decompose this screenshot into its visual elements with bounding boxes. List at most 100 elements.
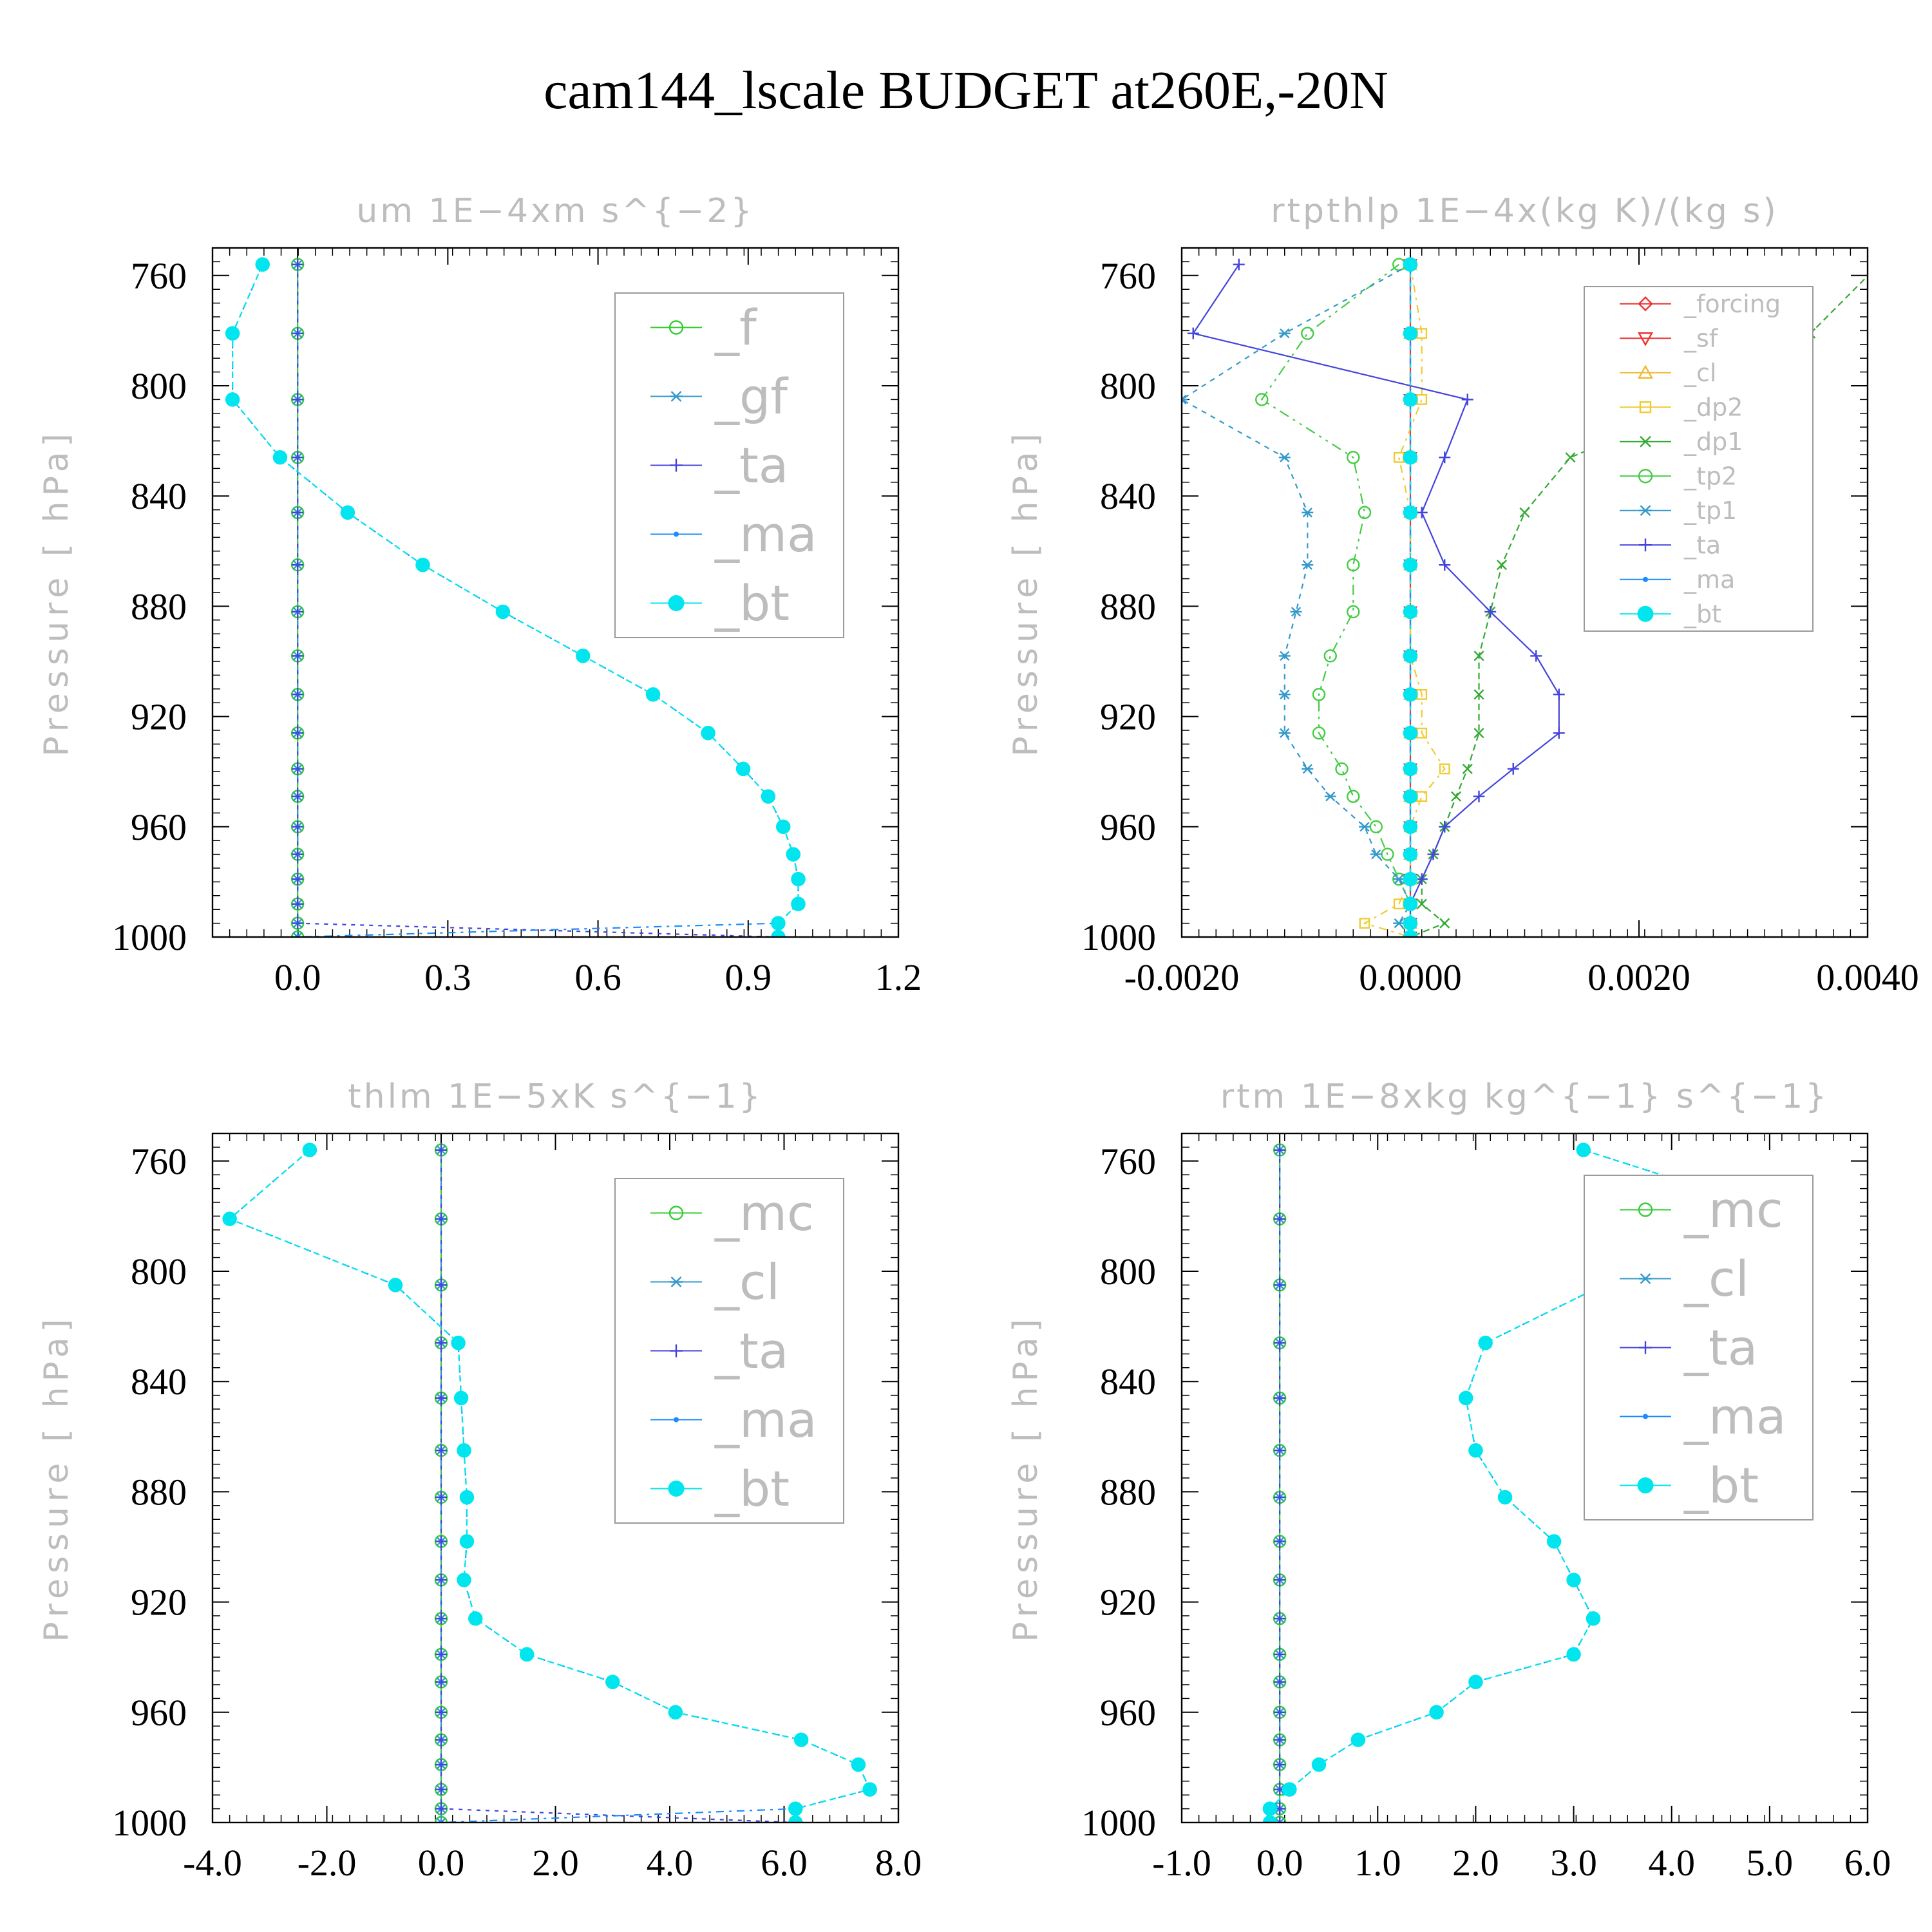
y-tick-label: 1000: [1081, 916, 1156, 958]
legend-entry: _tp1: [1683, 497, 1737, 525]
data-point-bt: [1262, 1815, 1278, 1823]
y-tick-label: 920: [131, 1582, 187, 1624]
x-tick-label: 0.0000: [1359, 956, 1462, 998]
x-tick-label: 4.0: [1648, 1842, 1695, 1884]
data-point-tp2: [1312, 688, 1326, 701]
data-point-dp1: [1462, 763, 1473, 774]
data-point-tp1: [1393, 874, 1405, 884]
data-point-ta: [435, 1213, 447, 1225]
data-point-ta: [1530, 650, 1542, 662]
legend-entry: _ma: [1683, 1388, 1786, 1445]
data-area: [1262, 1142, 1806, 1823]
data-point-ta: [1274, 1144, 1286, 1156]
data-point-bt: [1458, 1390, 1473, 1406]
data-point-dp1: [1473, 689, 1484, 700]
series-line-ta: [440, 1150, 796, 1823]
data-point-ta: [292, 848, 304, 860]
data-point-ta: [292, 762, 304, 775]
data-point-ta: [1439, 559, 1451, 571]
data-point-bt: [1403, 847, 1418, 862]
data-point-tp1: [1302, 507, 1314, 518]
x-tick-label: 5.0: [1747, 1842, 1794, 1884]
y-tick-label: 760: [131, 255, 187, 297]
data-point-ta: [292, 393, 304, 406]
data-point-bt: [1468, 1674, 1483, 1689]
x-tick-label: 0.0020: [1587, 956, 1690, 998]
data-point-ta: [435, 1648, 447, 1660]
y-tick-label: 880: [131, 1471, 187, 1513]
legend-entry: _ta: [714, 1322, 788, 1379]
data-point-tp2: [1347, 605, 1360, 619]
series-line-ta: [297, 264, 779, 937]
data-point-bt: [851, 1757, 866, 1772]
legend-entry: _cl: [1683, 359, 1716, 387]
data-point-bt: [1546, 1534, 1562, 1549]
panel-title: rtpthlp 1E−4x(kg K)/(kg s): [1271, 192, 1779, 231]
data-point-tp1: [1278, 728, 1291, 738]
chart-panel-1: um 1E−4xm s^{−2} Pressure [ hPa] 760 800 840…: [37, 192, 922, 998]
legend-entry: _ta: [1683, 531, 1721, 560]
legend-marker: [1637, 1477, 1654, 1493]
data-point-dp1: [1450, 791, 1462, 802]
legend-marker: [670, 1276, 683, 1287]
panels: um 1E−4xm s^{−2} Pressure [ hPa] 760 800 840…: [37, 192, 1919, 1884]
y-tick-label: 840: [1100, 1361, 1156, 1403]
data-point-ta: [1553, 727, 1565, 739]
data-point-bt: [255, 257, 270, 272]
data-point-bt: [761, 789, 776, 804]
data-point-dp1: [1473, 728, 1484, 739]
data-point-bt: [1429, 1705, 1444, 1720]
data-point-bt: [1403, 819, 1418, 835]
x-tick-label: 1.2: [875, 956, 922, 998]
series-line-ma: [1269, 1149, 1802, 1823]
data-point-ta: [292, 790, 304, 802]
data-point-tp1: [1324, 791, 1336, 802]
data-point-bt: [272, 450, 288, 465]
data-point-bt: [302, 1142, 317, 1157]
x-tick-label: 0.0: [274, 956, 321, 998]
data-point-ta: [1274, 1279, 1286, 1291]
legend-marker: [1639, 401, 1652, 413]
data-point-dp1: [1519, 507, 1530, 518]
data-point-ta: [292, 650, 304, 662]
legend-marker: [1637, 332, 1654, 346]
legend-marker: [1638, 469, 1653, 484]
x-tick-label: 1.0: [1354, 1842, 1401, 1884]
data-point-tp2: [1347, 451, 1360, 464]
data-point-dp1: [1565, 452, 1576, 463]
data-point-bt: [771, 929, 786, 937]
legend-entry: _dp2: [1683, 393, 1743, 422]
data-point-bt: [222, 1211, 237, 1226]
data-point-bt: [1403, 896, 1418, 911]
data-point-bt: [1282, 1782, 1297, 1797]
x-tick-label: -2.0: [298, 1842, 357, 1884]
data-point-bt: [1403, 505, 1418, 520]
x-tick-label: 4.0: [647, 1842, 694, 1884]
y-tick-label: 1000: [112, 916, 187, 958]
data-point-bt: [1350, 1732, 1366, 1747]
data-point-ta: [435, 1144, 447, 1156]
data-point-tp2: [1335, 762, 1349, 776]
figure-title: cam144_lscale BUDGET at260E,-20N: [544, 61, 1388, 120]
data-point-ta: [292, 873, 304, 886]
legend-entry: _bt: [1683, 1457, 1759, 1514]
legend-entry: _sf: [1683, 325, 1719, 353]
data-point-ta: [435, 1613, 447, 1625]
data-point-ta: [435, 1734, 447, 1746]
data-point-ta: [292, 820, 304, 833]
y-tick-label: 960: [131, 806, 187, 848]
y-tick-label: 960: [1100, 806, 1156, 848]
data-point-bt: [788, 1801, 803, 1816]
data-point-bt: [459, 1490, 475, 1505]
data-point-ta: [1439, 820, 1451, 833]
data-point-ta: [292, 727, 304, 739]
data-point-tp2: [1323, 649, 1337, 663]
data-point-bt: [519, 1647, 535, 1662]
data-point-tp2: [1358, 506, 1372, 520]
data-point-ta: [1274, 1574, 1286, 1586]
data-point-ta: [1274, 1444, 1286, 1457]
data-point-ta: [435, 1783, 447, 1795]
data-point-tp1: [1182, 394, 1188, 404]
data-point-tp1: [1370, 849, 1382, 860]
